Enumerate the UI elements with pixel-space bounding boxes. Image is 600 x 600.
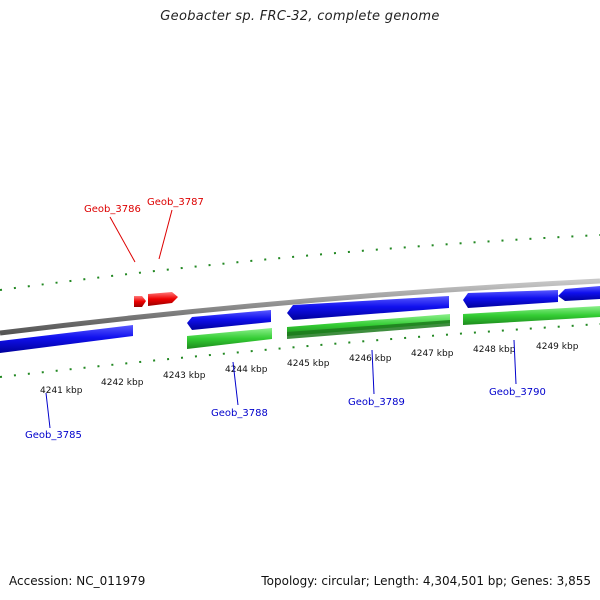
gene-label-geob-3788[interactable]: Geob_3788	[211, 408, 268, 419]
ruler-label-4249: 4249 kbp	[536, 342, 579, 352]
accession-text: Accession: NC_011979	[9, 574, 146, 588]
upper-tick-track	[0, 234, 600, 291]
ruler-label-4247: 4247 kbp	[411, 349, 454, 359]
genome-summary-text: Topology: circular; Length: 4,304,501 bp…	[261, 574, 591, 588]
callout-geob-3788[interactable]: Geob_3788	[211, 361, 268, 419]
gene-geob-3788[interactable]	[187, 310, 271, 330]
ruler-label-4241: 4241 kbp	[40, 386, 83, 396]
callout-geob-3786[interactable]: Geob_3786	[84, 204, 141, 263]
gene-geob-3785[interactable]	[0, 325, 133, 353]
gene-label-geob-3789[interactable]: Geob_3789	[348, 397, 405, 408]
callout-geob-3789[interactable]: Geob_3789	[348, 349, 405, 408]
genome-backbone	[0, 278, 600, 336]
gene-label-geob-3786[interactable]: Geob_3786	[84, 204, 141, 215]
lower-tick-track	[0, 323, 600, 378]
ruler-label-4248: 4248 kbp	[473, 345, 516, 355]
ruler-label-4244: 4244 kbp	[225, 365, 268, 375]
gene-label-geob-3790[interactable]: Geob_3790	[489, 387, 546, 398]
gene-geob-3789[interactable]	[287, 296, 449, 320]
ruler-labels: 4241 kbp 4242 kbp 4243 kbp 4244 kbp 4245…	[40, 342, 579, 396]
cds-geob-3790[interactable]	[463, 306, 600, 325]
map-title: Geobacter sp. FRC-32, complete genome	[160, 9, 440, 24]
gene-geob-3790[interactable]	[463, 286, 600, 308]
ruler-label-4242: 4242 kbp	[101, 378, 144, 388]
ruler-label-4245: 4245 kbp	[287, 359, 330, 369]
ruler-label-4246: 4246 kbp	[349, 354, 392, 364]
cds-geob-3789[interactable]	[287, 314, 450, 339]
ruler-label-4243: 4243 kbp	[163, 371, 206, 381]
gene-geob-3786[interactable]	[134, 296, 146, 307]
gene-geob-3787[interactable]	[148, 292, 178, 306]
cds-geob-3788[interactable]	[187, 328, 272, 349]
gene-label-geob-3785[interactable]: Geob_3785	[25, 430, 82, 441]
callout-geob-3790[interactable]: Geob_3790	[489, 339, 546, 398]
gene-label-geob-3787[interactable]: Geob_3787	[147, 197, 204, 208]
callout-geob-3787[interactable]: Geob_3787	[147, 197, 204, 260]
callout-geob-3785[interactable]: Geob_3785	[25, 392, 82, 441]
